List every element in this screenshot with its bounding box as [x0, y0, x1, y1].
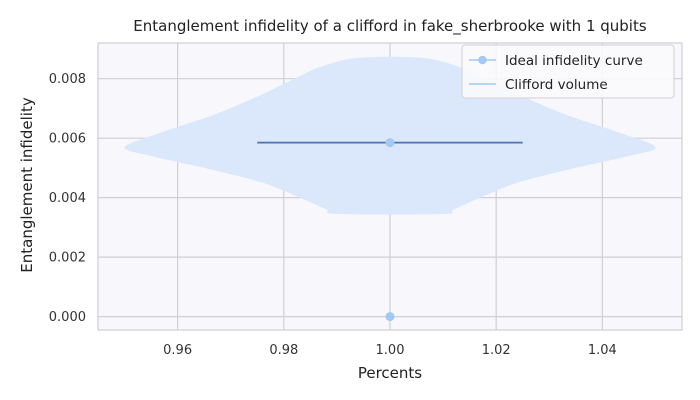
ideal-infidelity-point	[385, 138, 395, 148]
legend-label-clifford-volume: Clifford volume	[505, 77, 608, 93]
y-tick-label: 0.008	[49, 72, 86, 87]
legend-marker-ideal-infidelity	[478, 55, 487, 65]
y-axis-label: Entanglement infidelity	[18, 97, 36, 273]
x-tick-label: 0.96	[163, 343, 192, 358]
y-tick-labels: 0.000 0.002 0.004 0.006 0.008	[49, 72, 86, 325]
x-tick-label: 1.00	[376, 343, 405, 358]
y-tick-label: 0.004	[49, 191, 86, 206]
x-tick-label: 0.98	[269, 343, 298, 358]
legend-box	[461, 44, 675, 99]
plot-frame	[97, 42, 683, 331]
legend: Ideal infidelity curve Clifford volume	[461, 44, 675, 99]
legend-label-ideal-infidelity: Ideal infidelity curve	[505, 53, 643, 69]
y-tick-label: 0.006	[49, 132, 86, 147]
x-tick-label: 1.04	[588, 343, 617, 358]
ideal-infidelity-point	[385, 312, 395, 322]
violin-body	[124, 56, 656, 215]
x-tick-label: 1.02	[482, 343, 511, 358]
x-axis-label: Percents	[358, 364, 422, 382]
x-tick-labels: 0.96 0.98 1.00 1.02 1.04	[163, 343, 617, 358]
y-tick-label: 0.000	[49, 310, 86, 325]
series-layer	[385, 138, 395, 322]
y-tick-label: 0.002	[49, 251, 86, 266]
chart-title: Entanglement infidelity of a clifford in…	[133, 17, 647, 36]
